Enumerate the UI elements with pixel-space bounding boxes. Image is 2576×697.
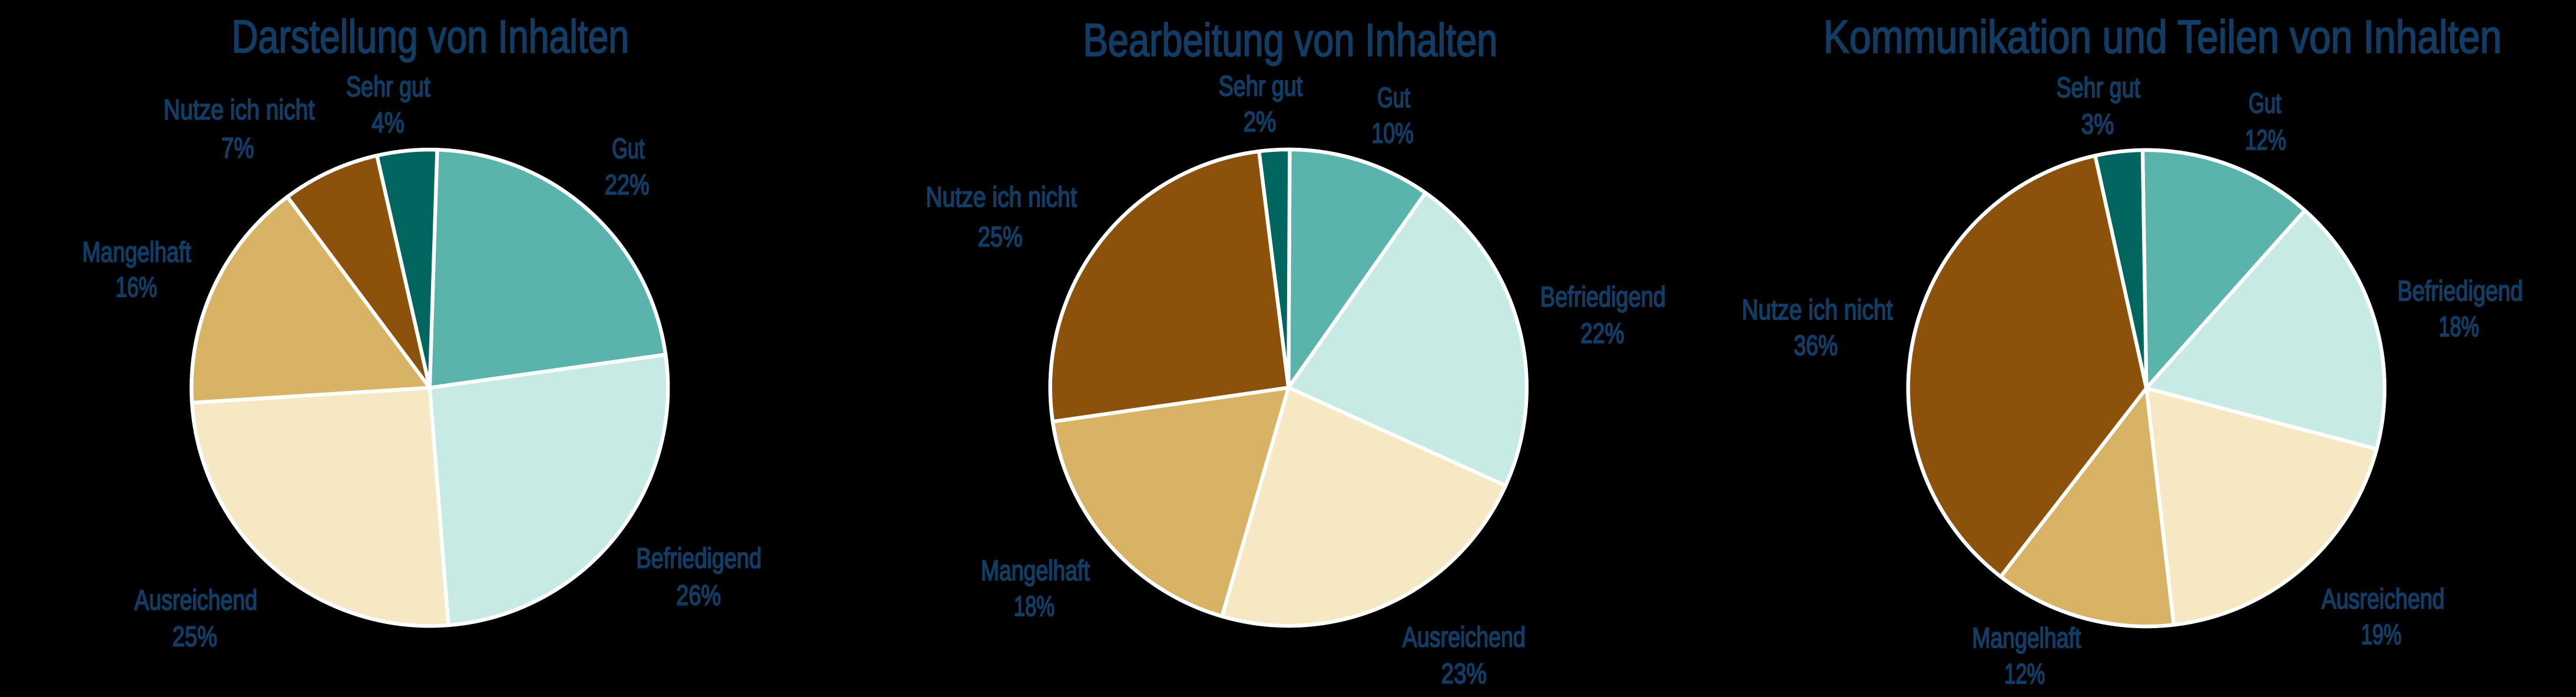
svg-text:22%: 22% (1580, 318, 1624, 350)
svg-text:Befriedigend: Befriedigend (2398, 276, 2523, 307)
svg-text:Sehr gut: Sehr gut (2056, 72, 2140, 104)
svg-text:12%: 12% (2245, 124, 2286, 156)
svg-text:Ausreichend: Ausreichend (1403, 621, 1526, 653)
svg-text:19%: 19% (2361, 619, 2402, 650)
svg-text:Befriedigend: Befriedigend (1540, 281, 1666, 313)
svg-text:18%: 18% (1014, 590, 1055, 622)
svg-text:25%: 25% (978, 221, 1023, 253)
svg-text:Ausreichend: Ausreichend (2322, 583, 2445, 615)
svg-text:36%: 36% (1794, 330, 1838, 361)
svg-text:10%: 10% (1372, 117, 1414, 149)
svg-text:Gut: Gut (1377, 82, 1410, 114)
svg-text:12%: 12% (2004, 658, 2045, 690)
svg-text:Sehr gut: Sehr gut (346, 71, 430, 103)
svg-text:Gut: Gut (2249, 88, 2282, 120)
svg-text:22%: 22% (605, 169, 649, 201)
svg-text:16%: 16% (115, 271, 157, 303)
svg-text:18%: 18% (2439, 311, 2479, 343)
svg-text:Nutze ich nicht: Nutze ich nicht (164, 94, 315, 126)
svg-text:Ausreichend: Ausreichend (134, 585, 257, 616)
svg-text:Nutze ich nicht: Nutze ich nicht (1742, 294, 1893, 326)
svg-text:7%: 7% (221, 132, 254, 164)
svg-text:Befriedigend: Befriedigend (636, 543, 762, 575)
svg-text:2%: 2% (1244, 106, 1277, 138)
svg-text:23%: 23% (1441, 658, 1487, 689)
svg-text:Bearbeitung von Inhalten: Bearbeitung von Inhalten (1083, 14, 1497, 66)
svg-text:Mangelhaft: Mangelhaft (82, 237, 191, 268)
svg-text:26%: 26% (677, 579, 721, 611)
svg-text:Mangelhaft: Mangelhaft (1972, 622, 2081, 654)
svg-text:Kommunikation und Teilen von I: Kommunikation und Teilen von Inhalten (1824, 10, 2502, 62)
svg-text:Gut: Gut (612, 133, 645, 165)
svg-text:Mangelhaft: Mangelhaft (981, 555, 1090, 586)
svg-text:25%: 25% (173, 620, 217, 652)
svg-text:3%: 3% (2081, 108, 2114, 140)
svg-text:4%: 4% (372, 107, 405, 139)
svg-text:Nutze ich nicht: Nutze ich nicht (926, 181, 1077, 213)
svg-text:Sehr gut: Sehr gut (1219, 70, 1303, 102)
svg-text:Darstellung von Inhalten: Darstellung von Inhalten (231, 10, 629, 62)
